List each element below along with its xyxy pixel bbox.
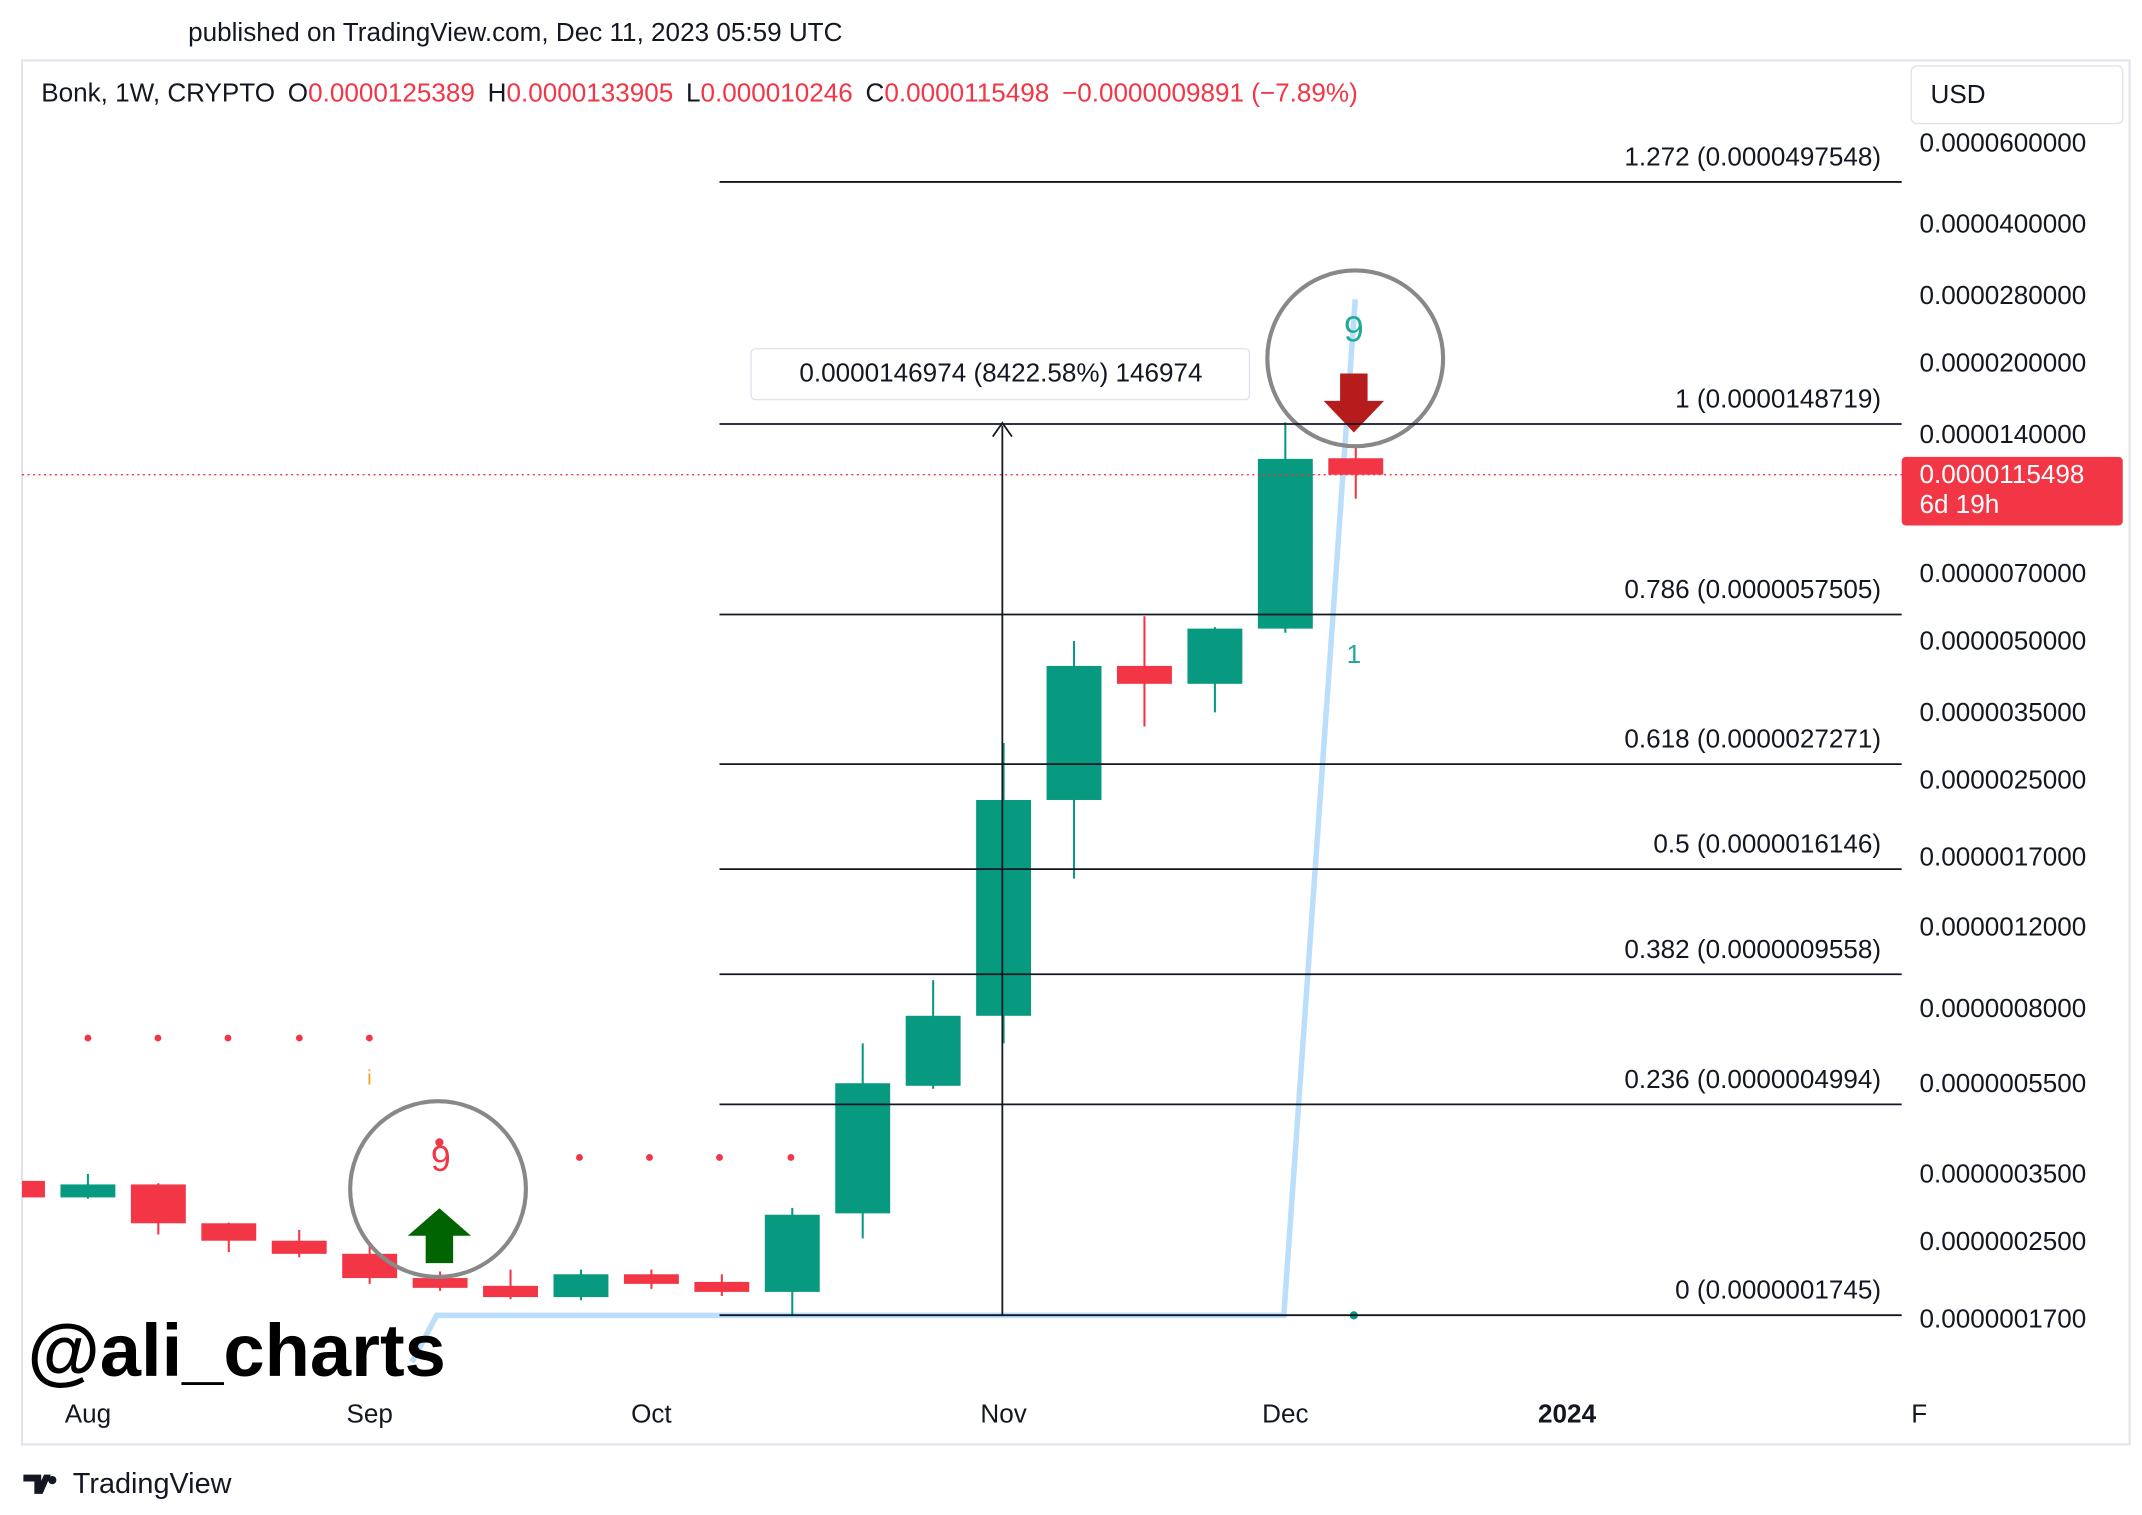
fib-label: 0.382 (0.0000009558)	[1624, 934, 1881, 964]
close-value: 0.0000115498	[884, 78, 1049, 108]
x-tick-label: Nov	[980, 1398, 1026, 1428]
low-label: L	[686, 78, 701, 108]
ohlc-header: Bonk, 1W, CRYPTO O0.0000125389 H0.000013…	[41, 78, 1358, 108]
up-arrow	[407, 1208, 471, 1264]
y-tick-label: 0.0000140000	[1920, 419, 2087, 449]
dot	[224, 1034, 232, 1042]
y-tick-label: 0.0000005500	[1920, 1068, 2087, 1098]
fib-label: 0.786 (0.0000057505)	[1624, 574, 1881, 604]
dot	[365, 1034, 373, 1042]
highlight-circle	[348, 1099, 528, 1279]
candle-body	[1116, 665, 1172, 684]
candle-body	[1328, 458, 1384, 475]
candle-body	[623, 1274, 679, 1284]
plot-area: i	[22, 299, 1384, 1364]
dot	[576, 1154, 583, 1161]
y-tick-label: 0.0000070000	[1920, 558, 2087, 588]
logo-icon	[23, 1474, 57, 1494]
dot	[295, 1034, 303, 1042]
sell-count: 9	[1344, 310, 1364, 350]
fib-label: 1 (0.0000148719)	[1675, 384, 1881, 414]
fib-label: 0.236 (0.0000004994)	[1624, 1064, 1881, 1094]
candle-body	[130, 1184, 186, 1224]
close-label: C	[866, 78, 885, 108]
y-tick-label: 0.0000001700	[1920, 1303, 2087, 1333]
dot	[716, 1154, 723, 1161]
published-note: published on TradingView.com, Dec 11, 20…	[188, 17, 842, 47]
y-tick-label: 0.0000002500	[1920, 1226, 2087, 1256]
y-tick-label: 0.0000008000	[1920, 993, 2087, 1023]
fib-label: 0.5 (0.0000016146)	[1653, 829, 1881, 859]
candle-body	[976, 799, 1032, 1016]
candle-body	[764, 1214, 820, 1292]
y-tick-label: 0.0000035000	[1920, 697, 2087, 727]
candle-body	[905, 1015, 961, 1086]
currency-box[interactable]	[1910, 65, 2124, 125]
x-tick-label: Aug	[65, 1398, 111, 1428]
setup-dots	[84, 1034, 795, 1161]
high-label: H	[488, 78, 507, 108]
measure-arrow	[992, 421, 1013, 438]
open-value: 0.0000125389	[308, 78, 475, 108]
open-label: O	[288, 78, 308, 108]
y-tick-label: 0.0000017000	[1920, 842, 2087, 872]
y-tick-label: 0.0000050000	[1920, 625, 2087, 655]
high-value: 0.0000133905	[506, 78, 673, 108]
dot	[435, 1138, 444, 1147]
countdown-label: 6d 19h	[1920, 489, 2000, 519]
last-price-box	[1901, 456, 2123, 526]
dot	[787, 1154, 795, 1161]
candle-body	[1046, 665, 1102, 800]
x-tick-label: Sep	[346, 1398, 392, 1428]
down-arrow	[1323, 373, 1385, 433]
candle-body	[201, 1223, 257, 1241]
y-tick-label: 0.0000003500	[1920, 1159, 2087, 1189]
dot	[646, 1154, 653, 1161]
footer-logo: TradingView	[73, 1468, 232, 1500]
candle-body	[553, 1274, 609, 1298]
fib-label: 1.272 (0.0000497548)	[1624, 141, 1881, 171]
candle-body	[483, 1285, 538, 1298]
y-tick-label: 0.0000400000	[1920, 209, 2087, 239]
fib-label: 0.618 (0.0000027271)	[1624, 724, 1881, 754]
candle-body	[60, 1184, 116, 1198]
y-tick-label: 0.0000025000	[1920, 764, 2087, 794]
next-count: 1	[1347, 639, 1362, 669]
candle-body	[342, 1253, 398, 1279]
currency-label[interactable]: USD	[1931, 79, 1986, 109]
measure-box	[750, 348, 1251, 401]
highlight-circle	[1265, 268, 1446, 449]
x-tick-label: Dec	[1262, 1398, 1308, 1428]
y-tick-label: 0.0000200000	[1920, 348, 2087, 378]
dot	[84, 1034, 92, 1042]
buy-count: 9	[431, 1139, 451, 1179]
candle-body	[271, 1240, 327, 1254]
candle-body	[1187, 628, 1243, 684]
y-tick-label: 0.0000280000	[1920, 280, 2087, 310]
last-price-label: 0.0000115498	[1920, 459, 2085, 489]
fib-label: 0 (0.0000001745)	[1675, 1275, 1881, 1305]
low-value: 0.000010246	[701, 78, 853, 108]
candle-body	[694, 1281, 750, 1292]
info-marker: i	[367, 1067, 372, 1090]
y-tick-label: 0.0000012000	[1920, 912, 2087, 942]
candle-body	[1257, 458, 1313, 629]
chart-frame	[20, 59, 2131, 1446]
symbol: Bonk, 1W, CRYPTO	[41, 78, 275, 108]
dot	[154, 1034, 162, 1042]
candle-body	[835, 1083, 891, 1214]
x-tick-label: 2024	[1538, 1398, 1597, 1428]
annotations: 0.0000146974 (8422.58%) 146974 9 9 1	[348, 268, 1446, 1316]
candle-body	[22, 1180, 45, 1198]
x-tick-label: Oct	[631, 1398, 672, 1428]
y-tick-label: 0.0000600000	[1920, 127, 2087, 157]
candle-body	[412, 1278, 468, 1288]
change-value: −0.0000009891 (−7.89%)	[1062, 78, 1358, 108]
watermark: @ali_charts	[27, 1309, 445, 1392]
measure-label: 0.0000146974 (8422.58%) 146974	[799, 358, 1202, 388]
x-tick-label: F	[1911, 1398, 1927, 1428]
